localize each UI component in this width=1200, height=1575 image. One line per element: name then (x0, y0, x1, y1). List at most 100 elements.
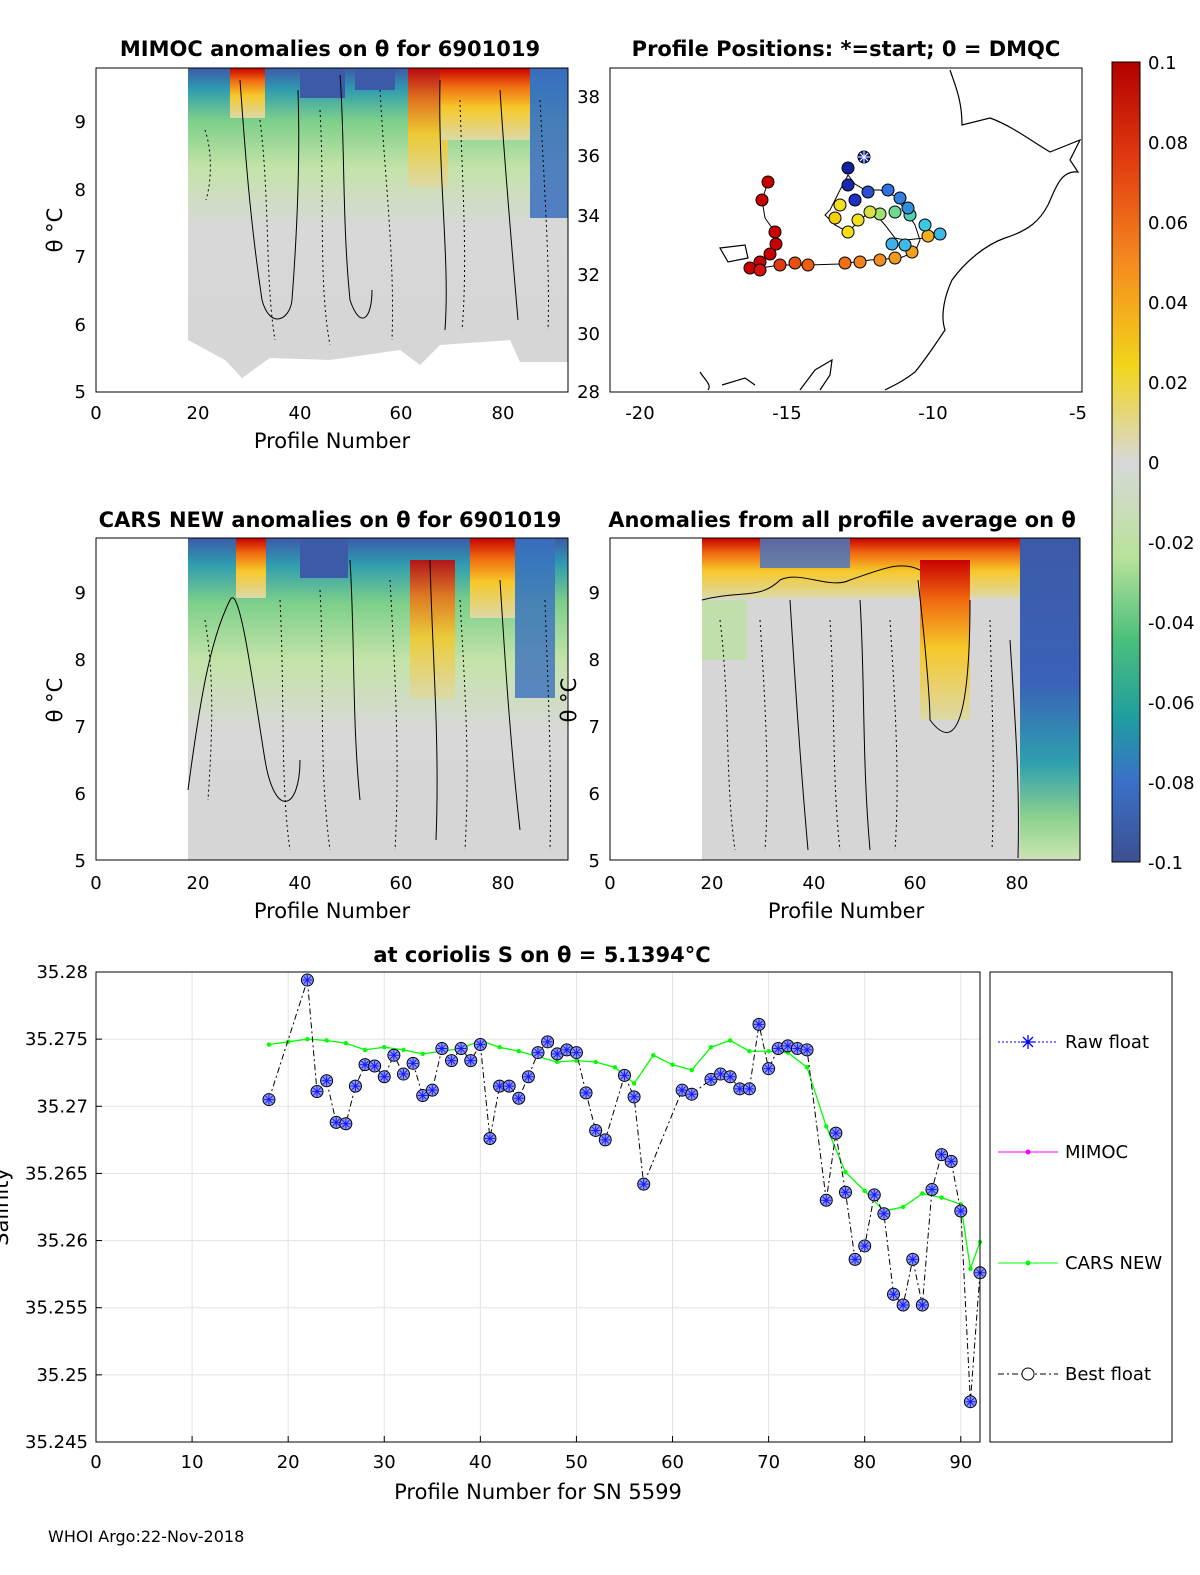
cars-new-point (968, 1266, 973, 1271)
raw-float-asterisk (782, 1040, 793, 1051)
raw-float-asterisk (388, 1050, 399, 1061)
raw-float-asterisk (907, 1254, 918, 1265)
raw-float-asterisk (263, 1094, 274, 1105)
avg-contours (701, 565, 1019, 859)
raw-float-asterisk (898, 1300, 909, 1311)
y-tick-label: 35.28 (36, 962, 88, 983)
cars-new-point (766, 1049, 771, 1054)
avg-panel: Anomalies from all profile average on θ … (557, 508, 1081, 923)
raw-float-asterisk (590, 1125, 601, 1136)
raw-float-asterisk (619, 1070, 630, 1081)
y-tick-label: 5 (75, 382, 86, 403)
mimoc-x-label: Profile Number (254, 429, 411, 453)
cars-heatmap (188, 538, 568, 860)
best-float-point (300, 973, 314, 987)
best-float-point (445, 1054, 459, 1068)
colorbar-tick: 0.04 (1148, 293, 1188, 314)
best-float-point (358, 1058, 372, 1072)
best-float-point (569, 1046, 583, 1060)
x-tick-label: 80 (1006, 873, 1029, 894)
mimoc-y-label: θ °C (43, 208, 67, 253)
raw-float-asterisk (888, 1289, 899, 1300)
raw-float-asterisk (744, 1083, 755, 1094)
legend-box (989, 971, 1173, 1443)
legend-label: Best float (1065, 1364, 1151, 1385)
x-tick-label: 80 (492, 873, 515, 894)
raw-float-asterisk (513, 1093, 524, 1104)
best-float-point (502, 1079, 516, 1093)
raw-float-asterisk (792, 1043, 803, 1054)
raw-float-asterisk (494, 1081, 505, 1092)
map-title: Profile Positions: *=start; 0 = DMQC (632, 37, 1061, 61)
best-float-point (858, 1239, 872, 1253)
cars-new-point (804, 1065, 810, 1070)
raw-float-asterisk (936, 1149, 947, 1160)
map-axes-box (609, 67, 1083, 393)
salinity-y-label: Salinity (0, 1168, 13, 1246)
raw-float-asterisk (830, 1128, 841, 1139)
cars-x-label: Profile Number (254, 899, 411, 923)
best-float-point (685, 1087, 699, 1101)
raw-float-asterisk (427, 1085, 438, 1096)
cars-new-point (612, 1065, 618, 1070)
x-tick-label: 60 (390, 403, 413, 424)
x-tick-label: 90 (949, 1452, 972, 1473)
x-tick-label: -20 (625, 403, 654, 424)
cars-new-point (747, 1049, 752, 1054)
x-tick-label: 40 (469, 1452, 492, 1473)
raw-float-asterisk (446, 1055, 457, 1066)
raw-float-asterisk (398, 1069, 409, 1080)
raw-float-asterisk (369, 1061, 380, 1071)
best-float-point (915, 1298, 929, 1312)
avg-y-axis: 5 6 7 8 9 θ °C (557, 583, 600, 872)
raw-float-asterisk (321, 1075, 332, 1086)
colorbar: 0.1 0.08 0.06 0.04 0.02 0 -0.02 -0.04 -0… (1111, 53, 1195, 874)
map-y-axis: 28 30 32 34 36 38 (577, 87, 600, 403)
map-coastline (699, 69, 1082, 391)
avg-x-axis: 0 20 40 60 80 Profile Number (604, 873, 1028, 923)
colorbar-tick: 0 (1148, 453, 1159, 474)
salinity-axes-box (95, 971, 981, 1443)
raw-float-asterisk (773, 1043, 784, 1054)
x-tick-label: 40 (803, 873, 826, 894)
best-float-point (454, 1042, 468, 1056)
cars-new-point (305, 1036, 310, 1042)
legend-item-raw: Raw float (998, 1032, 1149, 1053)
best-float-point (320, 1074, 334, 1088)
raw-float-asterisk (869, 1189, 880, 1200)
raw-float-asterisk (331, 1117, 342, 1128)
cars-new-point (920, 1191, 925, 1196)
x-tick-label: 80 (853, 1452, 876, 1473)
raw-float-asterisk (465, 1055, 476, 1066)
x-tick-label: 70 (757, 1452, 780, 1473)
raw-float-asterisk (350, 1081, 361, 1092)
best-float-point (348, 1079, 362, 1093)
mimoc-axes-box (95, 67, 569, 393)
y-tick-label: 7 (75, 717, 86, 738)
best-float-point (425, 1083, 439, 1097)
cars-new-point (862, 1188, 867, 1194)
best-float-point (541, 1035, 555, 1049)
avg-axes-box (609, 537, 1081, 861)
footer-note: WHOI Argo:22-Nov-2018 (48, 1527, 244, 1546)
best-float-point (464, 1054, 478, 1068)
best-float-point (925, 1183, 939, 1197)
y-tick-label: 28 (577, 382, 600, 403)
x-tick-label: 50 (565, 1452, 588, 1473)
best-float-point (310, 1085, 324, 1099)
best-float-point (416, 1089, 430, 1103)
cars-new-point (266, 1042, 272, 1047)
raw-float-asterisk (475, 1039, 486, 1050)
cars-new-point (516, 1049, 521, 1054)
raw-float-asterisk (533, 1047, 543, 1058)
y-tick-label: 6 (589, 784, 600, 805)
x-tick-label: 0 (90, 873, 101, 894)
cars-new-point (843, 1169, 848, 1175)
x-tick-label: 40 (289, 403, 312, 424)
x-tick-label: 0 (90, 403, 101, 424)
legend-item-best: Best float (998, 1364, 1151, 1385)
cars-new-point (420, 1051, 425, 1057)
legend-label: MIMOC (1065, 1142, 1128, 1163)
cars-new-point (689, 1067, 694, 1073)
raw-float-asterisk (754, 1019, 764, 1030)
